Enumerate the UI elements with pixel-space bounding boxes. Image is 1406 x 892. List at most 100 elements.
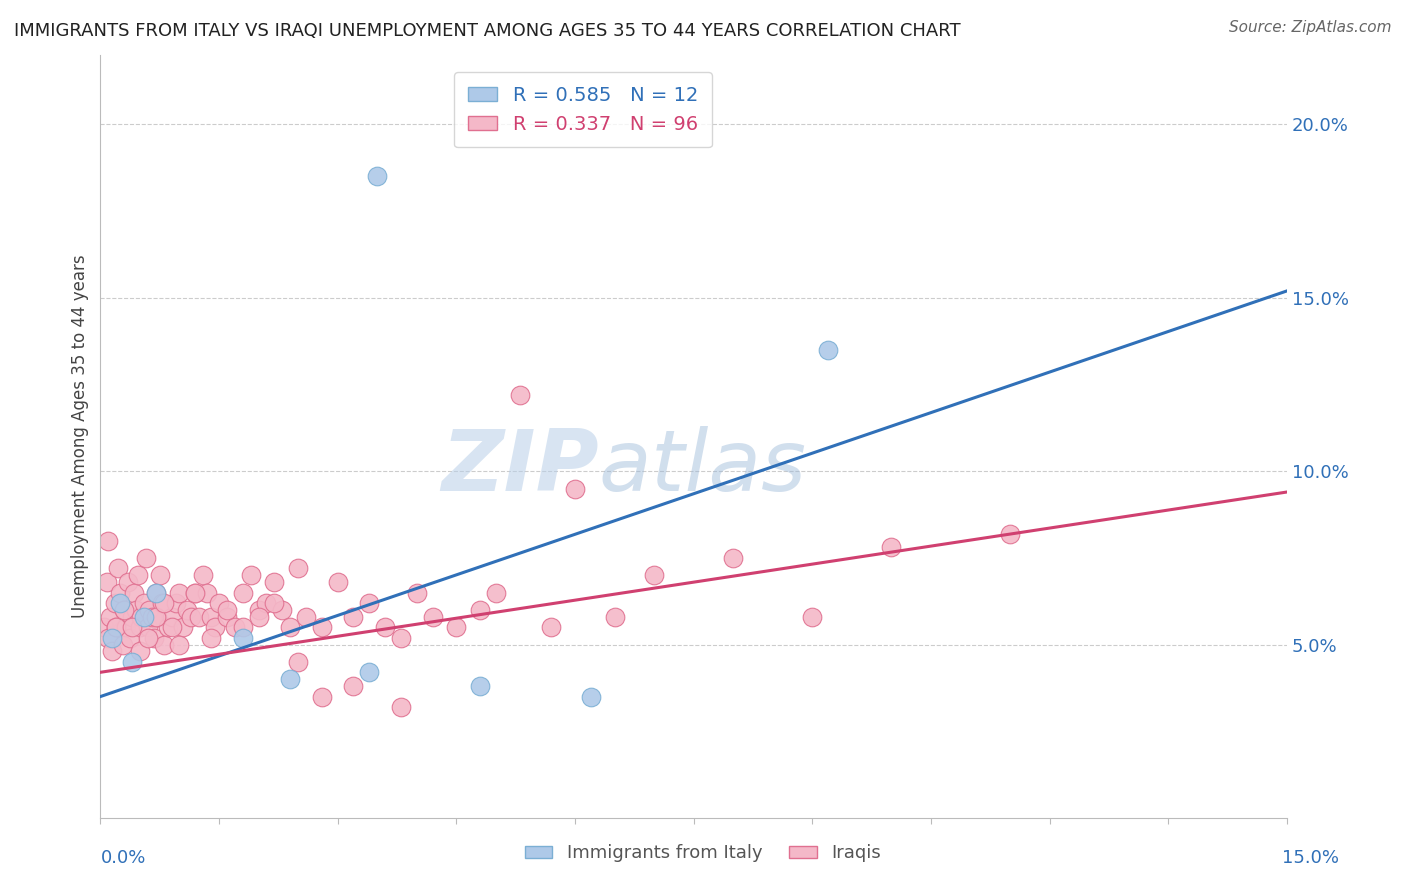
Point (485, 585, 508, 599)
Point (271, 603, 294, 617)
Point (278, 672, 301, 686)
Point (93, 620, 115, 634)
Point (540, 620, 562, 634)
Point (359, 665, 381, 680)
Point (149, 568, 172, 582)
Point (138, 603, 160, 617)
Point (122, 585, 145, 599)
Point (152, 638, 174, 652)
Point (105, 620, 128, 634)
Point (359, 596, 381, 610)
Point (107, 561, 129, 575)
Point (132, 610, 155, 624)
Text: 15.0%: 15.0% (1281, 849, 1339, 867)
Point (287, 561, 309, 575)
Point (224, 620, 246, 634)
Point (172, 620, 194, 634)
Point (468, 679, 491, 693)
Point (156, 620, 179, 634)
Point (160, 620, 183, 634)
Point (97, 533, 120, 548)
Point (136, 620, 159, 634)
Point (97, 631, 120, 645)
Point (446, 620, 468, 634)
Legend: Immigrants from Italy, Iraqis: Immigrants from Italy, Iraqis (517, 838, 889, 870)
Point (239, 568, 262, 582)
Point (105, 620, 128, 634)
Point (295, 610, 318, 624)
Point (232, 620, 254, 634)
Point (188, 610, 211, 624)
Point (121, 620, 143, 634)
Point (125, 603, 148, 617)
Point (136, 631, 159, 645)
Point (165, 596, 187, 610)
Point (152, 596, 174, 610)
Text: atlas: atlas (599, 425, 807, 508)
Point (263, 596, 285, 610)
Point (135, 550, 157, 565)
Point (143, 631, 166, 645)
Point (150, 596, 173, 610)
Point (96, 575, 118, 590)
Point (232, 631, 254, 645)
Point (160, 610, 183, 624)
Point (193, 568, 215, 582)
Point (111, 638, 134, 652)
Point (176, 603, 198, 617)
Point (141, 610, 163, 624)
Point (215, 603, 238, 617)
Point (311, 620, 333, 634)
Point (108, 596, 131, 610)
Text: ZIP: ZIP (441, 425, 599, 508)
Point (146, 610, 169, 624)
Point (564, 482, 586, 496)
Point (121, 610, 143, 624)
Point (108, 585, 131, 599)
Point (112, 603, 135, 617)
Point (145, 585, 167, 599)
Point (366, 169, 388, 184)
Point (104, 596, 127, 610)
Point (195, 585, 218, 599)
Point (208, 596, 231, 610)
Point (509, 388, 531, 402)
Point (129, 620, 152, 634)
Point (311, 690, 333, 704)
Point (120, 631, 142, 645)
Point (215, 610, 238, 624)
Point (145, 585, 167, 599)
Point (180, 610, 202, 624)
Point (287, 655, 309, 669)
Point (422, 610, 444, 624)
Legend: R = 0.585   N = 12, R = 0.337   N = 96: R = 0.585 N = 12, R = 0.337 N = 96 (454, 72, 711, 147)
Text: 0.0%: 0.0% (101, 849, 146, 867)
Point (342, 679, 364, 693)
Point (112, 603, 135, 617)
Point (184, 585, 207, 599)
Point (101, 631, 124, 645)
Point (342, 610, 364, 624)
Point (101, 644, 124, 658)
Point (405, 585, 427, 599)
Point (98, 610, 121, 624)
Text: IMMIGRANTS FROM ITALY VS IRAQI UNEMPLOYMENT AMONG AGES 35 TO 44 YEARS CORRELATIO: IMMIGRANTS FROM ITALY VS IRAQI UNEMPLOYM… (14, 22, 960, 40)
Point (232, 585, 254, 599)
Point (263, 575, 285, 590)
Point (374, 620, 396, 634)
Point (132, 596, 155, 610)
Point (721, 550, 744, 565)
Point (200, 631, 222, 645)
Point (389, 700, 412, 714)
Point (247, 610, 270, 624)
Y-axis label: Unemployment Among Ages 35 to 44 years: Unemployment Among Ages 35 to 44 years (72, 255, 89, 618)
Point (127, 568, 149, 582)
Point (117, 575, 139, 590)
Point (184, 585, 207, 599)
Point (468, 603, 491, 617)
Point (200, 610, 222, 624)
Point (169, 585, 191, 599)
Point (129, 644, 152, 658)
Point (145, 610, 167, 624)
Point (389, 631, 412, 645)
